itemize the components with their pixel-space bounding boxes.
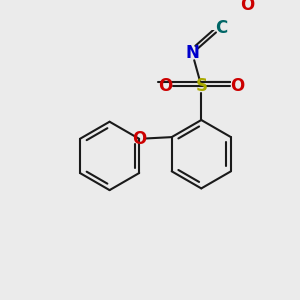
Text: N: N	[185, 44, 199, 62]
Text: O: O	[240, 0, 254, 14]
Text: O: O	[230, 77, 244, 95]
Text: O: O	[158, 77, 172, 95]
Text: O: O	[132, 130, 146, 148]
Text: S: S	[195, 77, 207, 95]
Text: C: C	[215, 19, 227, 37]
